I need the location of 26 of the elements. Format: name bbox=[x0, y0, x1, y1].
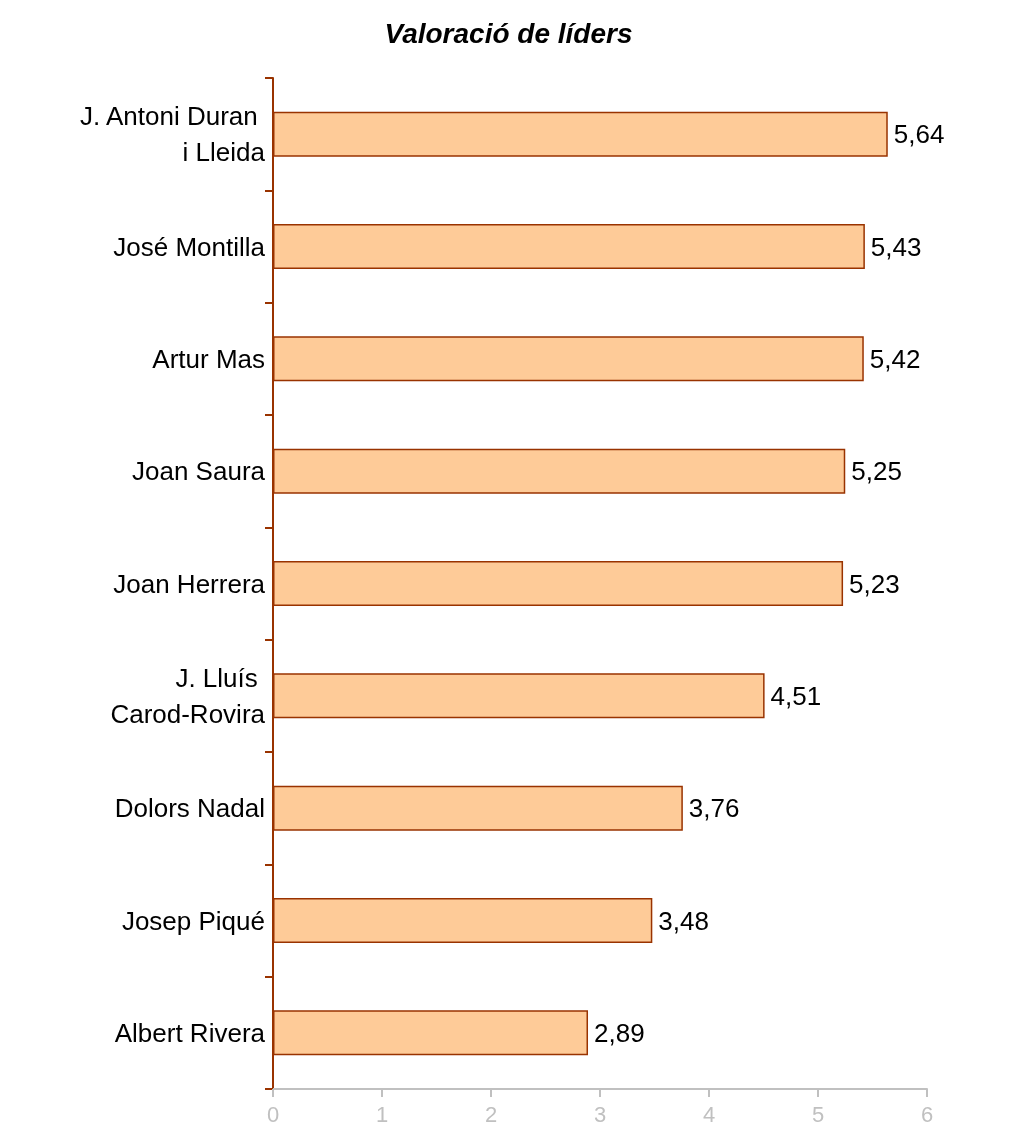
y-tick-label: Joan Herrera bbox=[113, 568, 266, 599]
data-label: 5,23 bbox=[849, 568, 900, 599]
y-tick-label: Albert Rivera bbox=[114, 1017, 266, 1048]
data-label: 5,43 bbox=[870, 231, 922, 262]
data-label: 5,64 bbox=[893, 119, 945, 150]
y-tick-label: J. Lluís Carod-Rovira bbox=[110, 662, 266, 729]
y-tick-label: José Montilla bbox=[113, 231, 266, 262]
x-tick-label: 0 bbox=[266, 1101, 280, 1127]
x-tick-label: 5 bbox=[811, 1101, 825, 1127]
data-label: 4,51 bbox=[770, 680, 822, 711]
data-label: 5,25 bbox=[851, 456, 902, 487]
y-tick-label: Joan Saura bbox=[132, 456, 266, 487]
chart-title: Valoració de líders bbox=[384, 17, 633, 49]
x-tick-label: 6 bbox=[920, 1101, 934, 1127]
x-tick-label: 4 bbox=[702, 1101, 716, 1127]
data-label: 3,48 bbox=[658, 905, 709, 936]
data-label: 3,76 bbox=[688, 793, 740, 824]
data-label: 2,89 bbox=[594, 1017, 645, 1048]
y-tick-label: J. Antoni Duran i Lleida bbox=[80, 101, 266, 168]
x-tick-label: 3 bbox=[593, 1101, 607, 1127]
x-tick-label: 2 bbox=[484, 1101, 498, 1127]
x-tick-label: 1 bbox=[375, 1101, 389, 1127]
y-tick-label: Artur Mas bbox=[152, 343, 265, 374]
data-label: 5,42 bbox=[869, 343, 921, 374]
y-tick-label: Josep Piqué bbox=[121, 905, 265, 936]
y-tick-label: Dolors Nadal bbox=[114, 793, 265, 824]
